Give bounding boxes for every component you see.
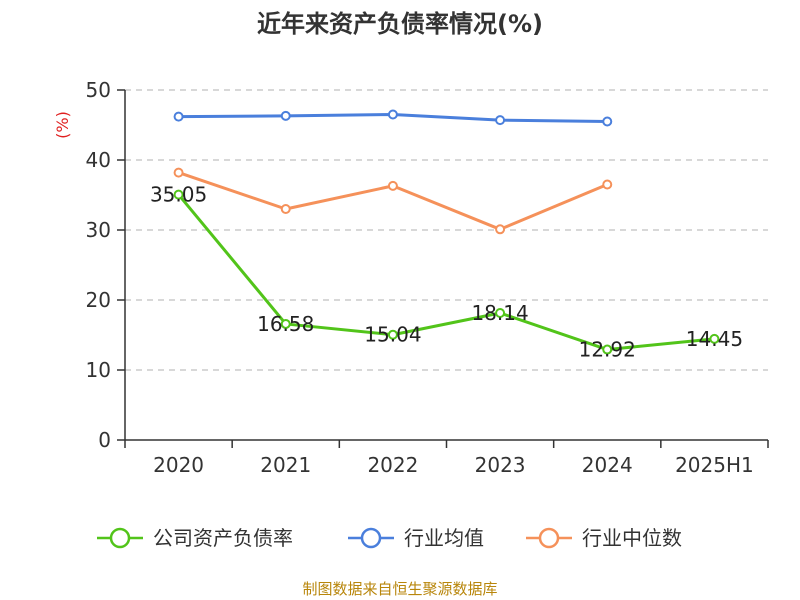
- data-point-s0-2024: [602, 344, 613, 355]
- data-labels: 35.05 16.58 15.04 18.14 12.92 14.45: [150, 183, 743, 362]
- data-point-s2-2024: [602, 179, 613, 190]
- x-tick-label-2025H1: 2025H1: [675, 453, 754, 477]
- data-label-2021: 16.58: [257, 312, 314, 336]
- grid-lines: [125, 89, 768, 371]
- y-axis-label: (%): [53, 111, 72, 139]
- y-tick-label-40: 40: [86, 148, 111, 172]
- legend-marker-0: [109, 527, 131, 549]
- data-point-s2-2020: [173, 167, 184, 178]
- legend-label-0: 公司资产负债率: [153, 526, 293, 550]
- source-note: 制图数据来自恒生聚源数据库: [302, 580, 498, 598]
- x-tick-label-2021: 2021: [260, 453, 311, 477]
- y-tick-label-50: 50: [86, 78, 111, 102]
- legend-label-1: 行业均值: [404, 526, 484, 550]
- data-point-s1-2024: [602, 116, 613, 127]
- data-point-s0-2025H1: [709, 333, 720, 344]
- data-point-s2-2023: [495, 224, 506, 235]
- series-group: [173, 109, 720, 355]
- chart-title: 近年来资产负债率情况(%): [257, 10, 543, 38]
- y-tick-label-0: 0: [98, 428, 111, 452]
- legend-label-2: 行业中位数: [582, 526, 682, 550]
- data-label-2023: 18.14: [471, 301, 528, 325]
- series-line-0: [177, 193, 715, 352]
- x-tick-label-2023: 2023: [475, 453, 526, 477]
- data-point-s0-2022: [387, 329, 398, 340]
- x-tick-label-2020: 2020: [153, 453, 204, 477]
- data-point-s0-2021: [280, 318, 291, 329]
- data-point-s1-2022: [387, 109, 398, 120]
- x-tick-label-2022: 2022: [367, 453, 418, 477]
- y-tick-label-30: 30: [86, 218, 111, 242]
- data-point-s0-2020: [173, 189, 184, 200]
- data-label-2024: 12.92: [579, 338, 636, 362]
- data-point-s0-2023: [495, 308, 506, 319]
- data-point-s1-2020: [173, 111, 184, 122]
- legend-marker-2: [538, 527, 560, 549]
- data-point-s1-2023: [495, 115, 506, 126]
- data-point-s1-2021: [280, 110, 291, 121]
- data-label-2020: 35.05: [150, 183, 207, 207]
- axes: 0 10 20 30 40 50 2020 2021 2022 2023 2024 2025H1: [86, 78, 769, 477]
- data-label-2025H1: 14.45: [686, 327, 743, 351]
- y-tick-label-10: 10: [86, 358, 111, 382]
- data-point-s2-2022: [387, 180, 398, 191]
- legend: 公司资产负债率 行业均值 行业中位数: [97, 526, 682, 550]
- data-point-s2-2021: [280, 204, 291, 214]
- data-label-2022: 15.04: [364, 323, 421, 347]
- x-tick-label-2024: 2024: [582, 453, 633, 477]
- y-tick-label-20: 20: [86, 288, 111, 312]
- legend-marker-1: [360, 527, 382, 549]
